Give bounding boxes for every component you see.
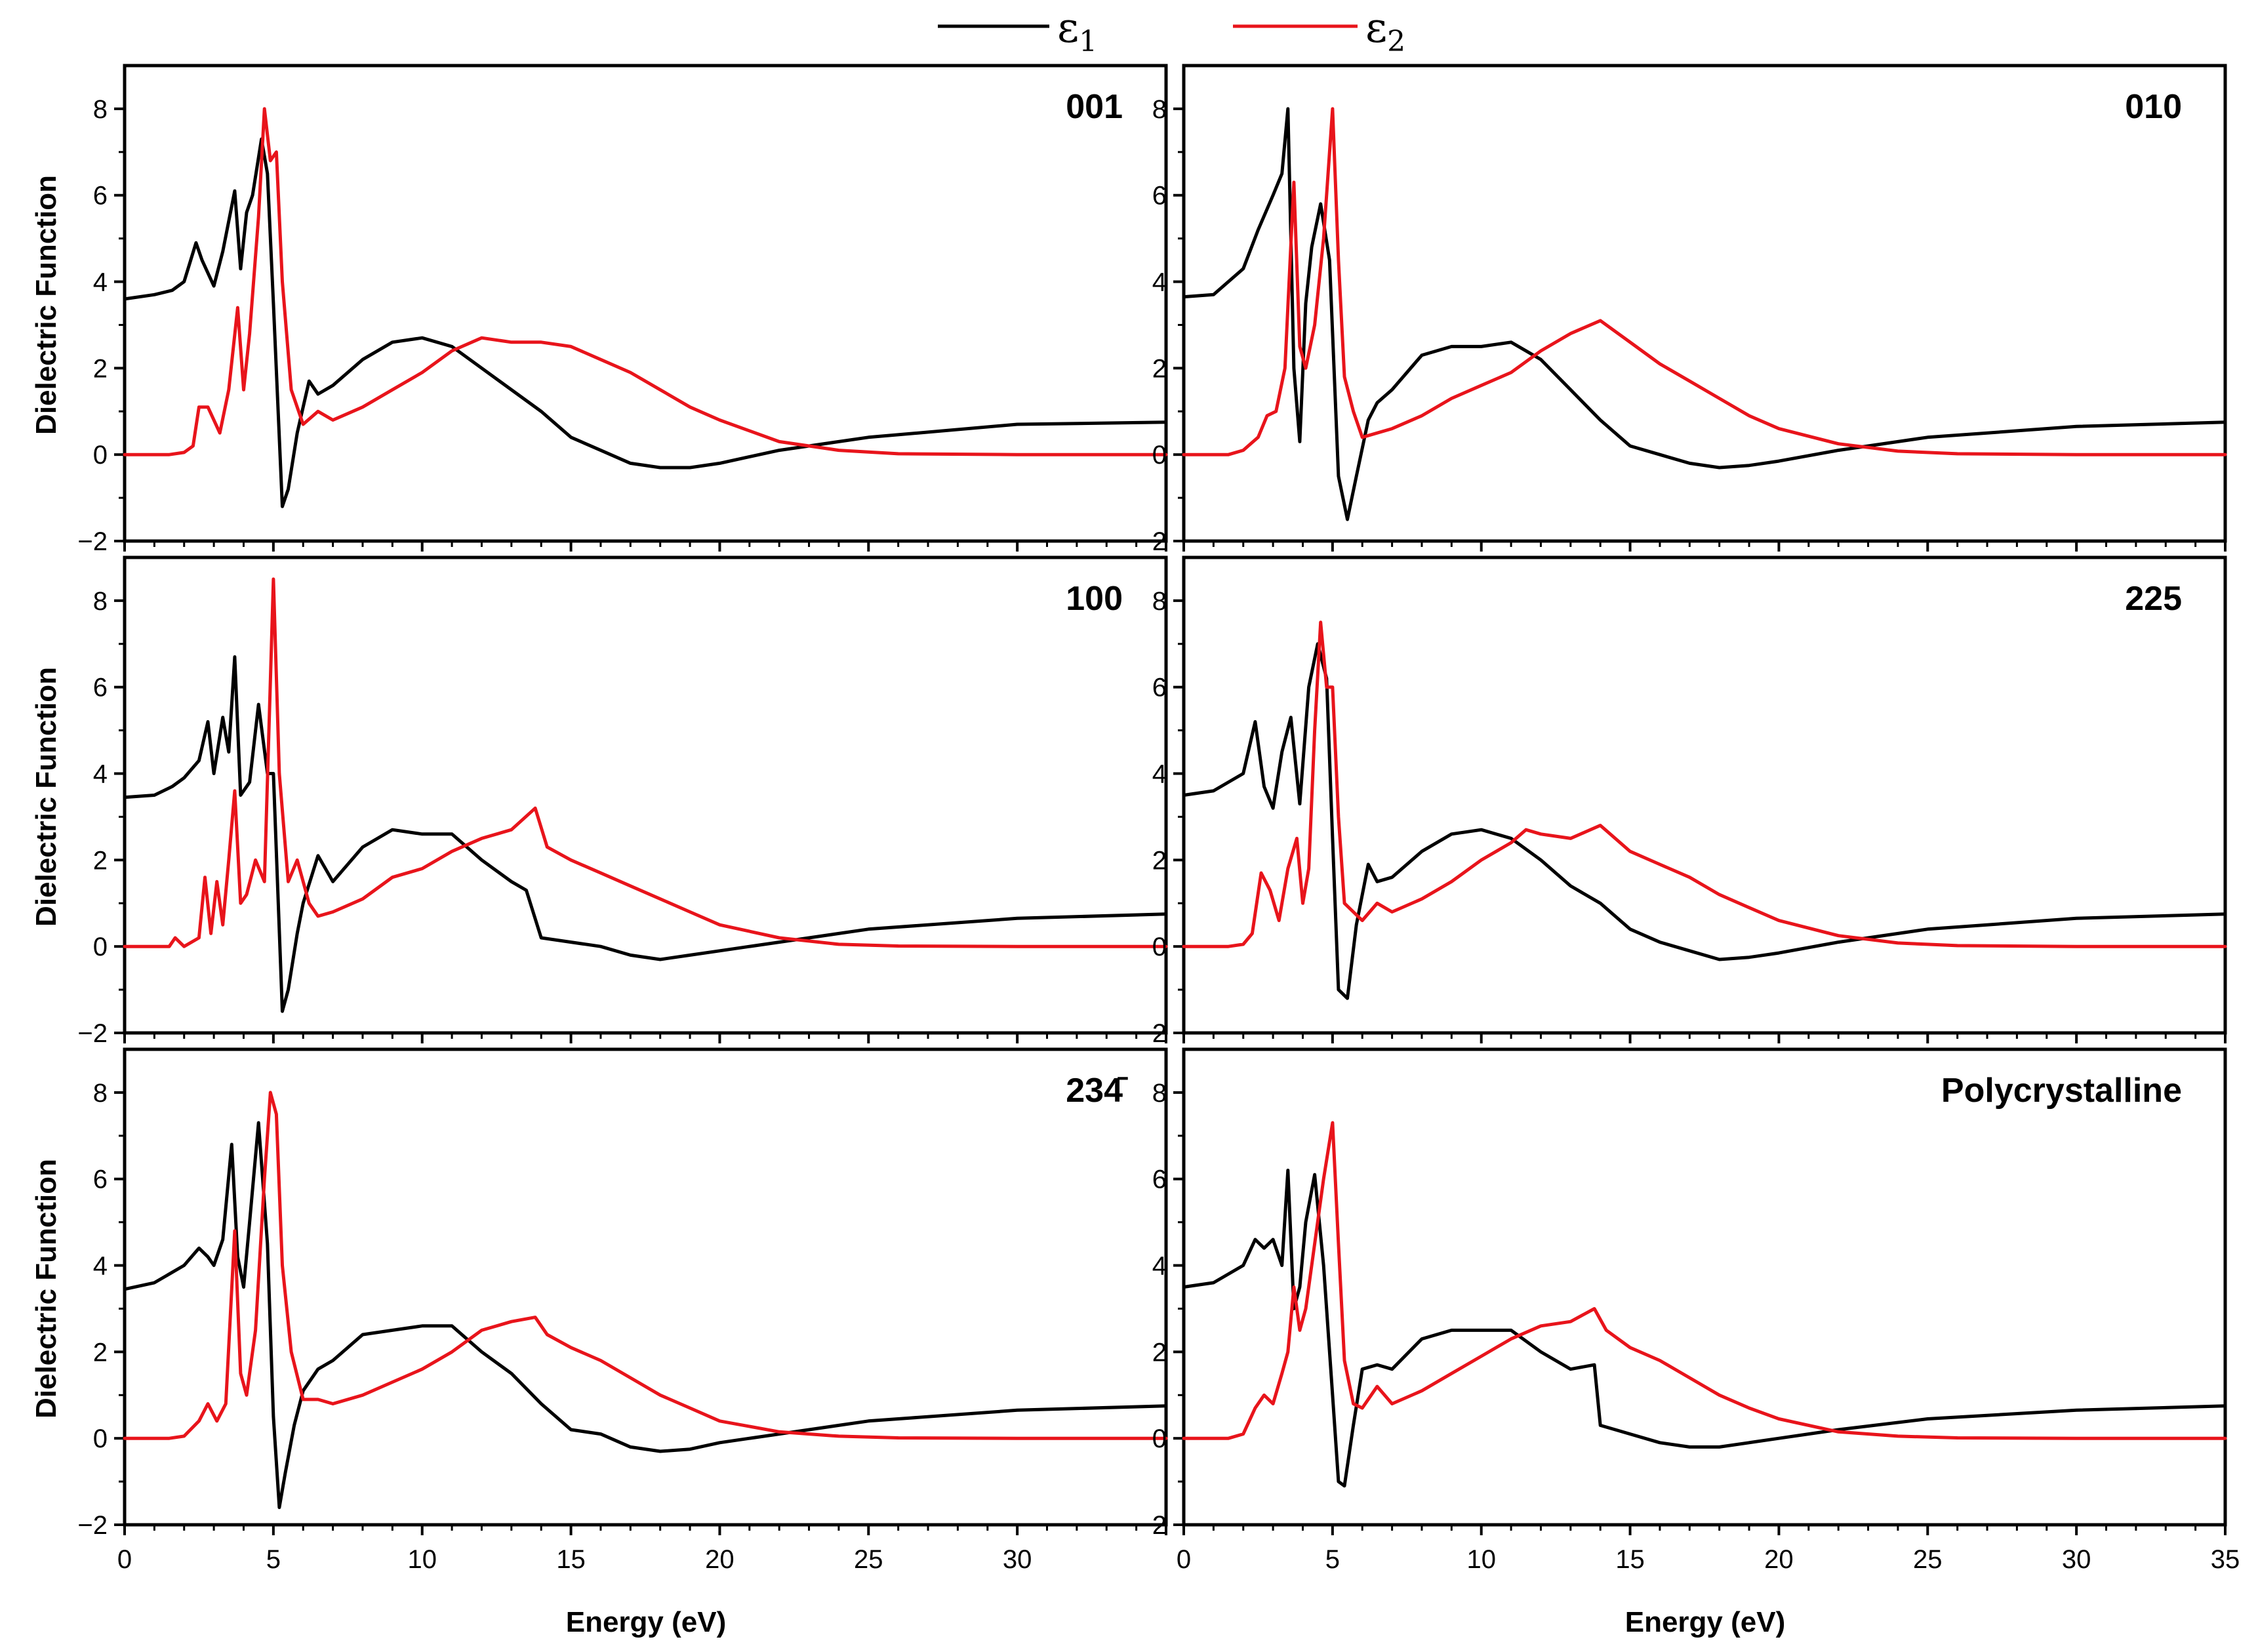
x-tick-label: 0 [117,1545,132,1574]
y-tick-label: 6 [1152,1165,1167,1194]
y-tick-label: 8 [1152,587,1167,616]
y-tick-label: 0 [1152,933,1167,961]
y-tick-label: 6 [93,1165,108,1194]
y-tick-label: 4 [1152,760,1167,789]
x-tick-label: 20 [1764,1545,1794,1574]
legend-label-eps2: ε2 [1365,4,1405,58]
plot-frame [123,1047,1168,1527]
y-tick-label: 2 [93,846,108,875]
series-line-eps2 [123,577,1168,948]
y-tick-label: −2 [1137,1511,1167,1540]
y-tick-label: 4 [1152,268,1167,297]
panel-label: 001 [1066,88,1123,126]
series-line-eps2 [1182,620,2227,948]
series-line-eps1 [123,1121,1168,1510]
series-line-eps2 [123,107,1168,456]
panel-polycrystalline: −2 0 2 4 6 8 0 5 10 15 20 25 30 35 Polycrystalline [1137,1047,2240,1574]
y-tick-label: 8 [93,587,108,616]
x-tick-label: 15 [556,1545,586,1574]
series-line-eps1 [1182,107,2227,521]
y-tick-label: −2 [77,527,108,556]
series-line-eps2 [1182,1121,2227,1440]
y-tick-label: 6 [1152,182,1167,211]
series-line-eps2 [1182,107,2227,456]
y-tick-label: 6 [93,674,108,702]
y-tick-label: 0 [1152,441,1167,470]
panel-label: 234̄ [1066,1072,1128,1110]
panel-label: 100 [1066,580,1123,618]
y-tick-label: −2 [1137,1019,1167,1048]
x-axis-title-right: Energy (eV) [1625,1606,1786,1638]
x-tick-label: 5 [1325,1545,1340,1574]
plot-frame [1182,64,2227,543]
x-tick-label: 30 [2062,1545,2091,1574]
y-tick-label: 6 [1152,674,1167,702]
y-tick-label: 4 [93,268,108,297]
x-tick-label: 10 [1466,1545,1496,1574]
y-tick-label: 2 [93,1338,108,1367]
y-tick-label: 2 [1152,1338,1167,1367]
y-tick-label: 0 [1152,1424,1167,1453]
x-tick-label: 0 [1177,1545,1191,1574]
plot-frame [1182,555,2227,1035]
x-tick-label: 25 [854,1545,883,1574]
series-line-eps1 [1182,1169,2227,1488]
plot-frame [123,555,1168,1035]
panel-label: 225 [2125,580,2182,618]
y-tick-label: −2 [1137,527,1167,556]
y-tick-label: 0 [93,1424,108,1453]
x-tick-label: 5 [266,1545,281,1574]
y-tick-label: 4 [93,760,108,789]
x-tick-label: 35 [2211,1545,2240,1574]
y-tick-label: 8 [93,95,108,124]
y-tick-label: 2 [1152,354,1167,383]
x-tick-label: 10 [407,1545,437,1574]
y-tick-label: 4 [93,1252,108,1281]
y-tick-label: 4 [1152,1252,1167,1281]
y-tick-label: 8 [1152,95,1167,124]
x-axis-title-left: Energy (eV) [566,1606,727,1638]
y-tick-label: 0 [93,933,108,961]
series-line-eps1 [1182,642,2227,1000]
legend-label-eps1: ε1 [1057,4,1097,58]
x-tick-label: 30 [1003,1545,1032,1574]
y-tick-label: 8 [93,1079,108,1108]
y-tick-label: −2 [77,1511,108,1540]
y-axis-title-row-3: Dielectric Function [30,1159,62,1419]
panel-label: 010 [2125,88,2182,126]
x-tick-label: 25 [1913,1545,1943,1574]
y-tick-label: −2 [77,1019,108,1048]
y-tick-label: 2 [1152,846,1167,875]
y-axis-title-row-2: Dielectric Function [30,667,62,927]
y-tick-label: 6 [93,182,108,211]
y-axis-title-row-1: Dielectric Function [30,175,62,435]
panel-100: −2 0 2 4 6 8 100 [77,555,1168,1048]
series-line-eps2 [123,1091,1168,1440]
panel-label: Polycrystalline [1941,1072,2182,1110]
x-tick-label: 15 [1615,1545,1645,1574]
plot-frame [123,64,1168,543]
x-tick-label: 20 [705,1545,735,1574]
panel-010: −2 0 2 4 6 8 010 [1137,64,2227,556]
y-tick-label: 8 [1152,1079,1167,1108]
panel-225: −2 0 2 4 6 8 225 [1137,555,2227,1048]
panel-001: −2 0 2 4 6 8 001 [77,64,1168,556]
y-tick-label: 0 [93,441,108,470]
series-line-eps1 [123,137,1168,508]
series-line-eps1 [123,655,1168,1013]
legend: ε1 ε2 [938,4,1405,58]
y-tick-label: 2 [93,354,108,383]
